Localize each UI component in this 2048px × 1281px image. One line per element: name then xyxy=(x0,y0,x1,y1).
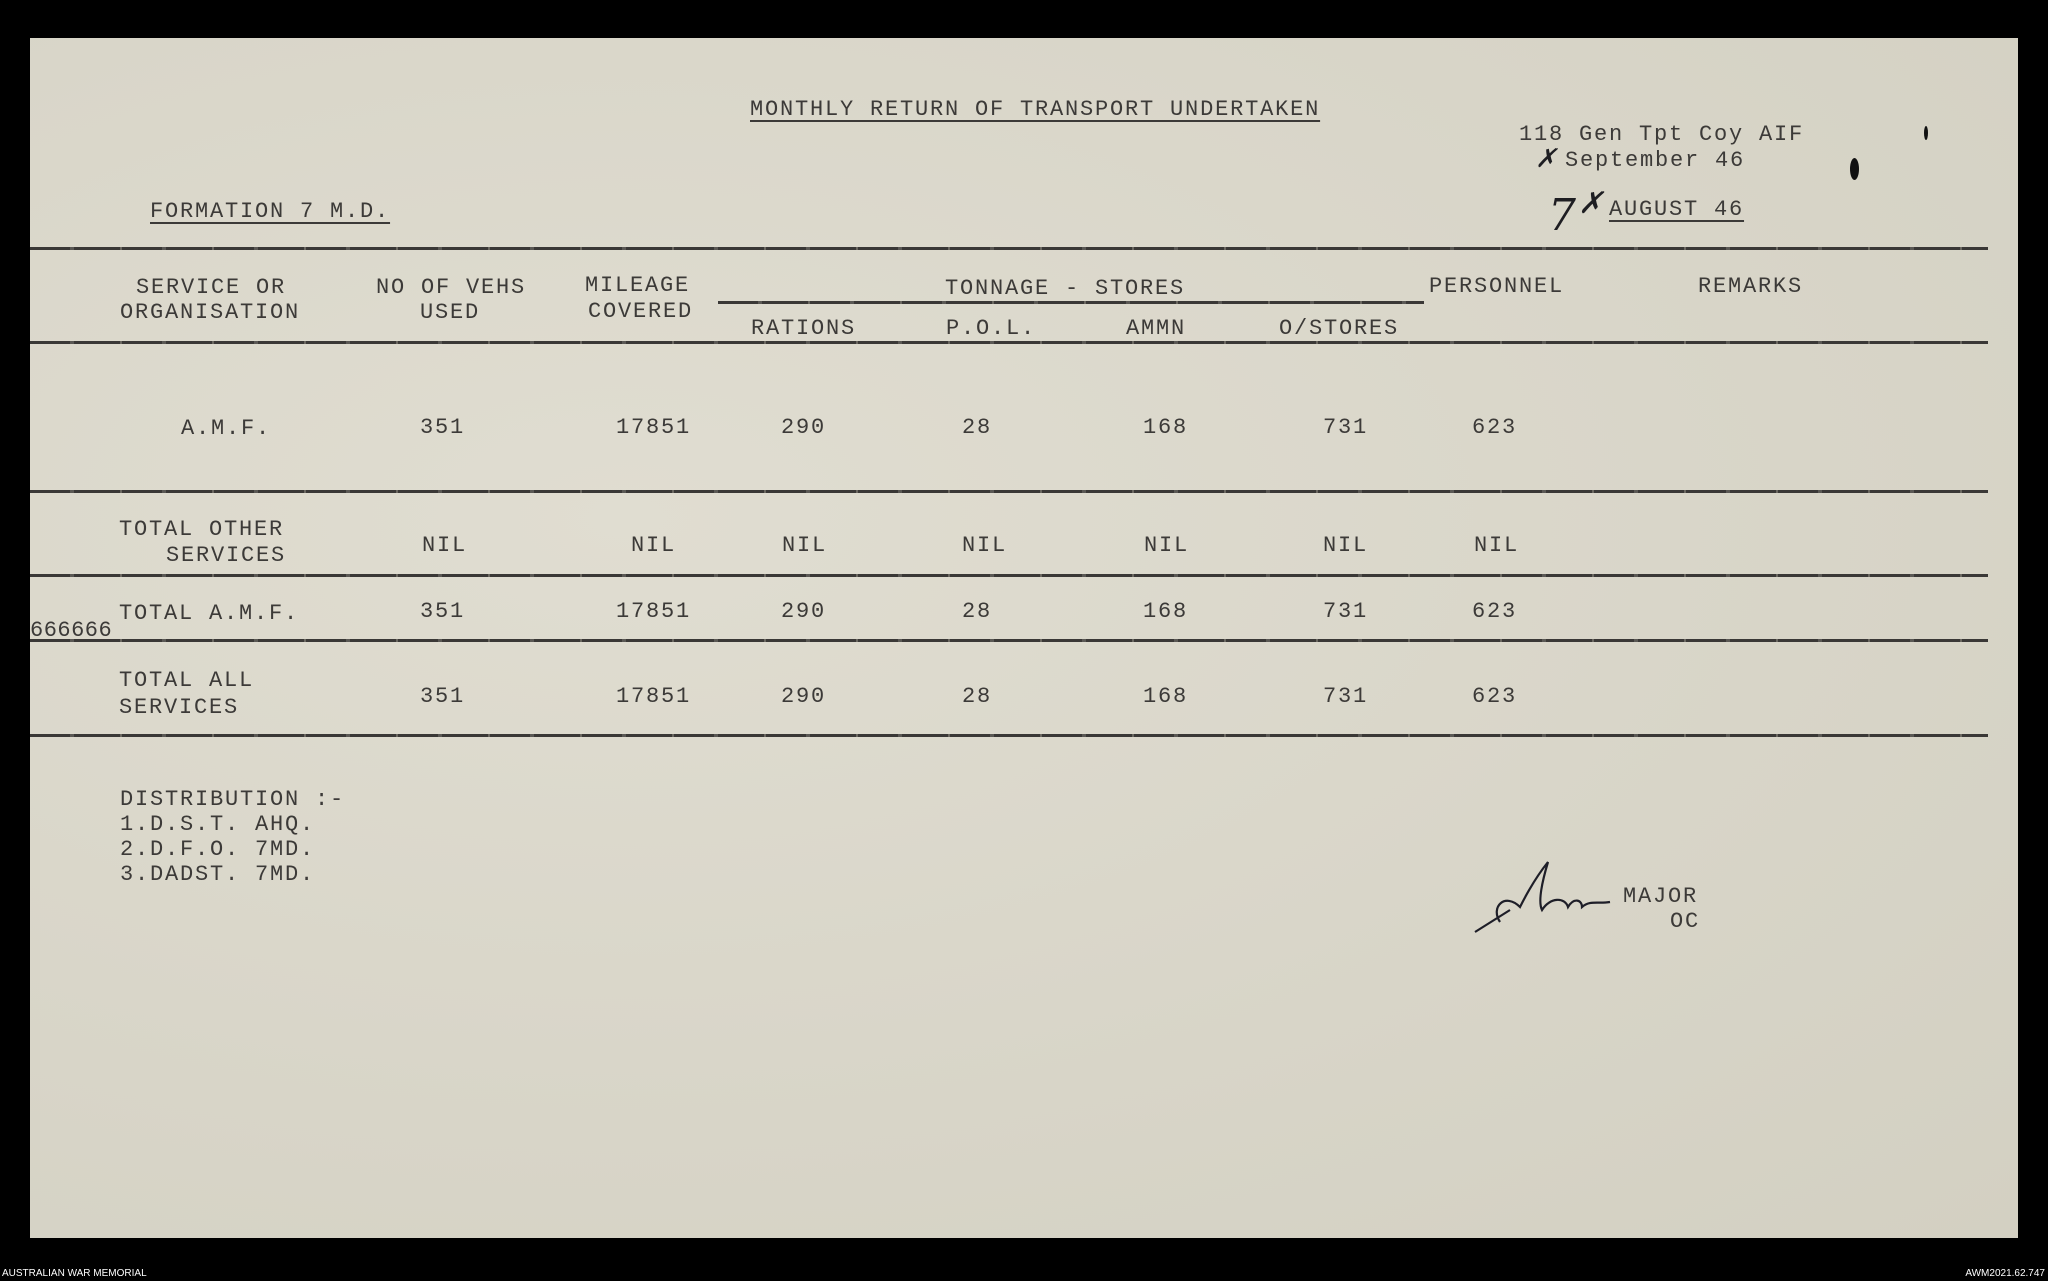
cell-personnel: 623 xyxy=(1472,684,1518,709)
document-date: September 46 xyxy=(1565,148,1746,173)
cell-personnel: 623 xyxy=(1472,599,1518,624)
handwritten-mark: ✗ xyxy=(1578,186,1604,221)
cell-pol: 28 xyxy=(962,684,993,709)
cell-mileage: 17851 xyxy=(616,599,692,624)
cell-rations: 290 xyxy=(781,684,827,709)
cell-pol: 28 xyxy=(962,599,993,624)
table-rule xyxy=(30,341,1988,344)
cell-vehs: 351 xyxy=(420,599,466,624)
cell-mileage: 17851 xyxy=(616,684,692,709)
footer-credit: AUSTRALIAN WAR MEMORIAL xyxy=(2,1268,147,1279)
row-label: A.M.F. xyxy=(181,416,272,441)
cell-pol: 28 xyxy=(962,415,993,440)
cell-ammn: 168 xyxy=(1143,415,1189,440)
cell-pol: NIL xyxy=(962,533,1008,558)
handwritten-period-number: 7 xyxy=(1548,190,1576,241)
header-mileage: COVERED xyxy=(588,299,694,324)
signatory-rank: MAJOR xyxy=(1623,884,1699,909)
row-label: SERVICES xyxy=(166,543,287,568)
header-pol: P.O.L. xyxy=(946,316,1037,341)
header-vehs: USED xyxy=(420,300,481,325)
signatory-role: OC xyxy=(1670,909,1701,934)
cell-ammn: NIL xyxy=(1144,533,1190,558)
table-rule xyxy=(30,574,1988,577)
cell-personnel: 623 xyxy=(1472,415,1518,440)
header-ammn: AMMN xyxy=(1126,316,1187,341)
punch-hole xyxy=(1924,126,1928,140)
header-ostores: O/STORES xyxy=(1279,316,1400,341)
document-title: MONTHLY RETURN OF TRANSPORT UNDERTAKEN xyxy=(750,97,1321,122)
cell-ostores: 731 xyxy=(1323,684,1369,709)
tonnage-rule xyxy=(718,301,1424,304)
cell-vehs: 351 xyxy=(420,415,466,440)
header-vehs: NO OF VEHS xyxy=(376,275,527,300)
row-label: TOTAL A.M.F. xyxy=(119,601,300,626)
cell-ammn: 168 xyxy=(1143,599,1189,624)
table-rule xyxy=(30,247,1988,250)
header-personnel: PERSONNEL xyxy=(1429,274,1565,299)
header-service: SERVICE OR xyxy=(136,275,287,300)
cell-ostores: 731 xyxy=(1323,599,1369,624)
unit-name: 118 Gen Tpt Coy AIF xyxy=(1519,122,1805,147)
margin-note: 666666 xyxy=(30,618,113,643)
cell-ammn: 168 xyxy=(1143,684,1189,709)
row-label: TOTAL OTHER xyxy=(119,517,285,542)
period: AUGUST 46 xyxy=(1609,197,1745,222)
distribution-item: 2.D.F.O. 7MD. xyxy=(120,837,316,862)
cell-personnel: NIL xyxy=(1474,533,1520,558)
cell-mileage: 17851 xyxy=(616,415,692,440)
row-label: SERVICES xyxy=(119,695,240,720)
distribution-heading: DISTRIBUTION :- xyxy=(120,787,346,812)
header-tonnage: TONNAGE - STORES xyxy=(945,276,1186,301)
formation: FORMATION 7 M.D. xyxy=(150,199,391,224)
footer-accession-number: AWM2021.62.747 xyxy=(1965,1268,2045,1279)
signature-image xyxy=(1474,861,1611,933)
punch-hole xyxy=(1850,158,1859,180)
cell-ostores: 731 xyxy=(1323,415,1369,440)
cell-rations: NIL xyxy=(782,533,828,558)
row-label: TOTAL ALL xyxy=(119,668,255,693)
cell-mileage: NIL xyxy=(631,533,677,558)
document-page xyxy=(30,38,2018,1238)
header-mileage: MILEAGE xyxy=(585,273,691,298)
header-remarks: REMARKS xyxy=(1698,274,1804,299)
distribution-item: 3.DADST. 7MD. xyxy=(120,862,316,887)
cell-ostores: NIL xyxy=(1323,533,1369,558)
distribution-item: 1.D.S.T. AHQ. xyxy=(120,812,316,837)
cell-rations: 290 xyxy=(781,415,827,440)
handwritten-mark: ✗ xyxy=(1535,144,1557,174)
header-service: ORGANISATION xyxy=(120,300,301,325)
cell-vehs: 351 xyxy=(420,684,466,709)
cell-vehs: NIL xyxy=(422,533,468,558)
table-rule xyxy=(30,490,1988,493)
table-rule xyxy=(30,734,1988,737)
table-rule xyxy=(30,639,1988,642)
cell-rations: 290 xyxy=(781,599,827,624)
header-rations: RATIONS xyxy=(751,316,857,341)
